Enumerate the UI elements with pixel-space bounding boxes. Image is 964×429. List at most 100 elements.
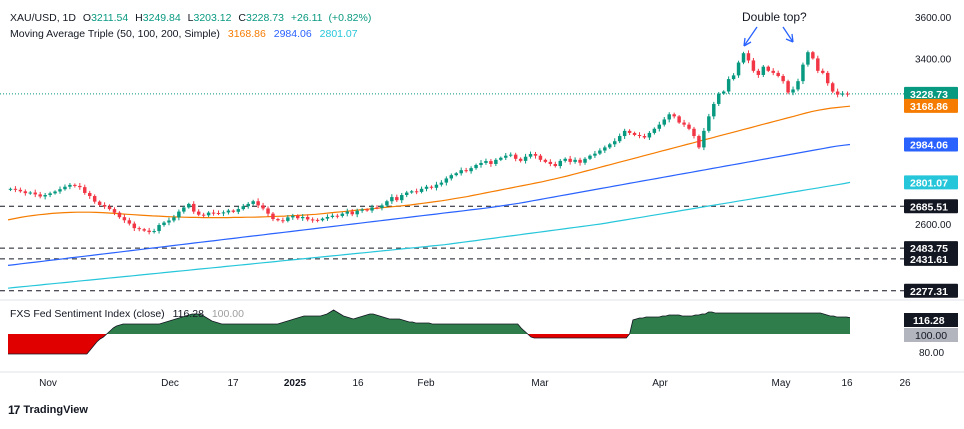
candle[interactable] [296,214,300,220]
candle[interactable] [266,206,270,217]
candle[interactable] [424,184,429,192]
candle[interactable] [548,159,553,167]
candle[interactable] [13,186,18,193]
sentiment-axis[interactable]: 116.28 100.00 80.00 [904,313,958,359]
candle[interactable] [355,208,359,218]
candle[interactable] [518,157,523,163]
candle[interactable] [261,202,265,211]
candle[interactable] [162,221,166,227]
candle[interactable] [459,167,463,176]
candle[interactable] [801,62,805,85]
candle[interactable] [167,217,171,226]
candle[interactable] [395,194,399,203]
candle[interactable] [305,214,310,222]
candle[interactable] [157,223,161,234]
candle[interactable] [172,214,176,223]
candle[interactable] [721,90,726,95]
candle[interactable] [340,212,345,218]
candle[interactable] [97,200,102,207]
candle[interactable] [221,210,226,217]
candle[interactable] [58,186,62,194]
candle[interactable] [677,115,681,124]
candle[interactable] [419,186,424,194]
candle[interactable] [845,91,850,97]
candle[interactable] [598,148,602,156]
candle[interactable] [320,217,325,222]
candle[interactable] [825,71,830,86]
candle[interactable] [613,138,617,147]
candle[interactable] [335,213,340,219]
candle[interactable] [83,184,87,195]
price-axis[interactable]: 2600.00 3400.00 3600.00 [915,13,952,231]
candle[interactable] [63,184,67,191]
candle[interactable] [647,131,652,140]
candle[interactable] [816,55,820,74]
candle[interactable] [776,70,780,78]
candle[interactable] [345,208,350,217]
candle[interactable] [276,217,280,222]
candle[interactable] [489,159,493,167]
candle[interactable] [751,57,756,73]
candle[interactable] [8,187,13,192]
candle[interactable] [811,50,815,60]
candle[interactable] [553,161,558,168]
candle[interactable] [444,176,449,186]
candle[interactable] [528,151,533,159]
candle[interactable] [806,50,810,67]
candle[interactable] [771,68,775,76]
candle[interactable] [18,187,23,193]
candle[interactable] [152,228,156,234]
candle[interactable] [835,88,840,98]
candle[interactable] [464,167,468,173]
candle[interactable] [731,73,736,81]
candle[interactable] [494,158,498,167]
candle[interactable] [632,131,637,137]
candle[interactable] [33,189,37,198]
candle[interactable] [429,185,434,190]
candle[interactable] [479,160,483,168]
candle[interactable] [687,122,691,131]
candle[interactable] [608,142,612,150]
candle[interactable] [573,157,577,164]
candle[interactable] [796,78,800,92]
candle[interactable] [593,150,597,158]
candle[interactable] [821,68,825,75]
candle[interactable] [726,76,731,94]
candle[interactable] [73,183,77,188]
candle[interactable] [622,128,627,139]
candle[interactable] [177,209,181,221]
candle[interactable] [474,163,478,170]
candle[interactable] [682,119,686,127]
candle[interactable] [196,209,201,217]
candle[interactable] [315,218,320,223]
candle[interactable] [251,199,255,206]
candle[interactable] [43,192,47,200]
candle[interactable] [781,74,785,84]
candle[interactable] [617,133,622,144]
candle[interactable] [652,127,657,135]
candle[interactable] [409,190,414,194]
candle[interactable] [360,207,364,213]
candle[interactable] [142,227,146,232]
candle[interactable] [736,60,741,78]
time-axis[interactable]: Nov Dec 17 2025 16 Feb Mar Apr May 16 26 [0,371,964,389]
candle[interactable] [23,189,28,196]
candle[interactable] [286,215,290,223]
candle[interactable] [662,116,666,127]
candle[interactable] [484,158,488,165]
candle[interactable] [68,183,72,190]
candle[interactable] [603,145,607,153]
candle[interactable] [672,112,676,119]
candle[interactable] [350,209,354,217]
candle[interactable] [454,172,458,177]
candle[interactable] [741,51,746,65]
candle[interactable] [538,154,543,162]
candle[interactable] [449,173,454,181]
candle[interactable] [187,202,191,209]
candle[interactable] [291,213,295,220]
candle[interactable] [375,205,379,210]
candle[interactable] [385,199,389,208]
candle[interactable] [692,126,696,139]
candle[interactable] [504,152,508,161]
candle[interactable] [543,158,548,164]
